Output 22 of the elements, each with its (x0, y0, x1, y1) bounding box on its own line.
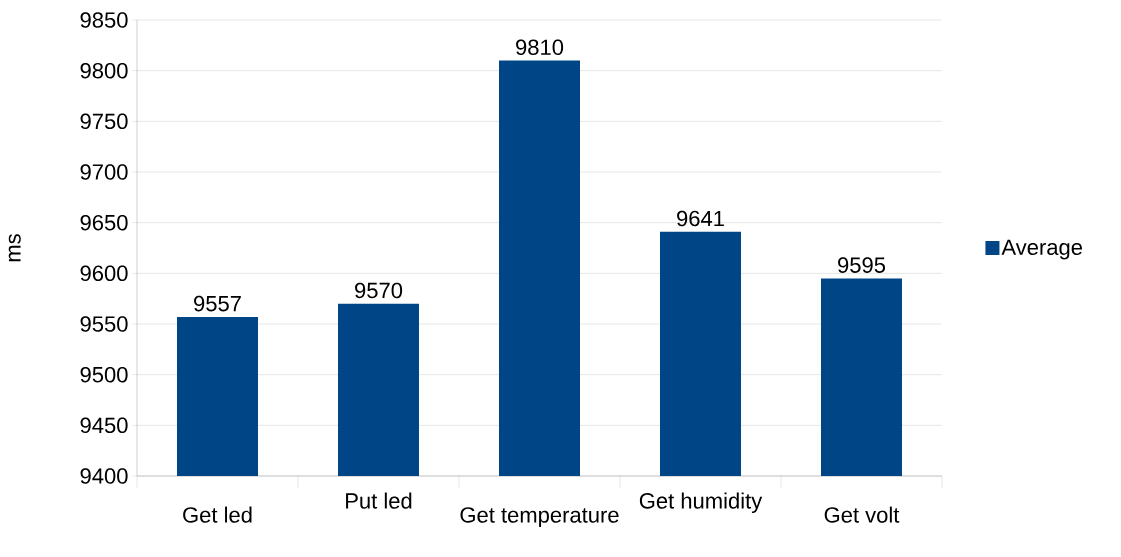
y-tick-label: 9550 (80, 316, 128, 332)
x-tick-label: Get led (183, 506, 252, 523)
y-tick-label: 9650 (80, 214, 128, 231)
data-label: 9595 (838, 257, 886, 273)
y-tick-label: 9450 (80, 417, 128, 434)
legend-label: Average (1001, 239, 1082, 260)
y-axis-title: ms (8, 234, 21, 262)
x-tick-label: Get temperature (460, 507, 619, 528)
x-tick-label: Put led (346, 492, 412, 509)
y-tick-label: 9750 (80, 113, 128, 130)
data-label: 9570 (355, 282, 403, 299)
y-tick-label: 9800 (80, 62, 128, 79)
data-label: 9641 (677, 210, 724, 227)
y-tick-label: 9700 (80, 164, 128, 180)
x-tick-label: Get volt (824, 506, 900, 523)
data-label: 9810 (516, 39, 564, 56)
data-label: 9557 (194, 295, 241, 312)
x-tick-label: Get humidity (639, 492, 763, 514)
y-tick-label: 9500 (80, 366, 128, 383)
y-tick-label: 9850 (80, 12, 128, 28)
y-tick-label: 9600 (80, 265, 128, 282)
y-tick-label: 9400 (80, 468, 128, 484)
